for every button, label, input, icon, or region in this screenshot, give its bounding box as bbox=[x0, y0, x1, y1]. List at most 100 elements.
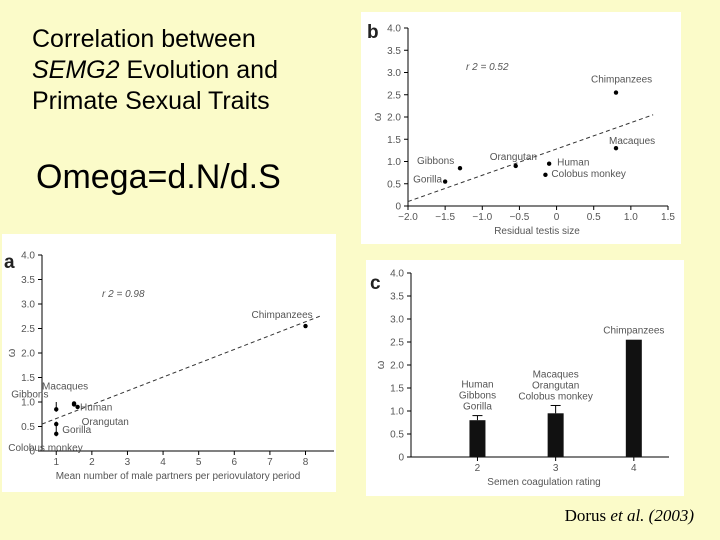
y-axis-label: ω bbox=[6, 348, 18, 357]
point-label: Gibbons bbox=[11, 389, 48, 400]
x-tick-label: 0 bbox=[554, 212, 560, 223]
y-tick-label: 1.5 bbox=[390, 384, 404, 395]
y-tick-label: 2.5 bbox=[21, 324, 35, 335]
y-tick-label: 4.0 bbox=[21, 251, 35, 262]
x-tick-label: 1 bbox=[53, 457, 59, 468]
y-tick-label: 2.0 bbox=[390, 361, 404, 372]
bar bbox=[625, 339, 642, 457]
title-line-2-rest: Evolution and bbox=[119, 56, 278, 84]
chart-b-svg: 0 0.5 1.0 1.5 2.0 2.5 3.0 3.5 4.0 ω −2.0 −1.5 −1.0 −0… bbox=[367, 22, 675, 237]
x-tick-label: 4 bbox=[160, 457, 166, 468]
y-tick-label: 2.0 bbox=[387, 113, 401, 124]
data-point bbox=[513, 163, 518, 169]
x-axis-label: Semen coagulation rating bbox=[487, 477, 600, 488]
x-tick-label: −2.0 bbox=[398, 212, 418, 223]
bar-label: Human bbox=[461, 380, 493, 391]
y-tick-label: 0.5 bbox=[387, 179, 401, 190]
y-tick-label: 1.0 bbox=[21, 398, 35, 409]
point-label: Colobus monkey bbox=[551, 169, 625, 180]
y-tick-label: 3.0 bbox=[387, 68, 401, 79]
x-tick-label: 2 bbox=[89, 457, 95, 468]
x-tick-label: 6 bbox=[232, 457, 238, 468]
point-label: Macaques bbox=[609, 136, 655, 147]
bar bbox=[469, 420, 486, 457]
chart-panel-b: 0 0.5 1.0 1.5 2.0 2.5 3.0 3.5 4.0 ω −2.0 −1.5 −1.0 −0… bbox=[361, 12, 681, 244]
trend-line bbox=[407, 114, 654, 203]
y-tick-label: 0.5 bbox=[390, 430, 404, 441]
y-tick-label: 3.5 bbox=[387, 46, 401, 57]
point-label: Chimpanzees bbox=[591, 75, 652, 86]
data-point bbox=[54, 421, 59, 427]
x-tick-label: 1.5 bbox=[661, 212, 675, 223]
chart-c-svg: 0 0.5 1.0 1.5 2.0 2.5 3.0 3.5 4.0 ω 2 HumanGibbonsG… bbox=[370, 269, 669, 488]
data-point bbox=[543, 172, 548, 178]
point-label: Human bbox=[80, 402, 112, 413]
point-label: Orangutan bbox=[82, 417, 129, 428]
point-label: Macaques bbox=[42, 381, 88, 392]
bar-label: Macaques bbox=[533, 369, 579, 380]
panel-letter: a bbox=[4, 252, 15, 273]
x-tick-label: 0.5 bbox=[587, 212, 601, 223]
y-tick-label: 4.0 bbox=[387, 24, 401, 35]
point-label: Orangutan bbox=[490, 152, 537, 163]
r-squared-label: r 2 = 0.98 bbox=[102, 289, 145, 300]
point-label: Gibbons bbox=[417, 156, 454, 167]
x-axis-label: Residual testis size bbox=[494, 226, 580, 237]
citation-author: Dorus bbox=[564, 506, 607, 525]
data-point bbox=[303, 323, 308, 329]
y-tick-label: 1.0 bbox=[387, 157, 401, 168]
point-label: Gorilla bbox=[413, 175, 442, 186]
x-tick-label: −1.5 bbox=[435, 212, 455, 223]
x-tick-label: −0.5 bbox=[510, 212, 530, 223]
x-tick-label: 7 bbox=[267, 457, 273, 468]
panel-letter: b bbox=[367, 22, 379, 43]
data-point bbox=[613, 90, 619, 95]
y-tick-label: 0 bbox=[395, 202, 401, 213]
point-label: Gorilla bbox=[62, 425, 91, 436]
chart-panel-c: 0 0.5 1.0 1.5 2.0 2.5 3.0 3.5 4.0 ω 2 Human Gibbons G… bbox=[366, 260, 684, 496]
y-tick-label: 1.5 bbox=[21, 373, 35, 384]
y-tick-label: 1.5 bbox=[387, 135, 401, 146]
data-point bbox=[75, 404, 80, 410]
omega-definition: Omega=d.N/d.S bbox=[36, 158, 281, 196]
x-tick-label: 1.0 bbox=[624, 212, 638, 223]
y-tick-label: 0 bbox=[398, 453, 404, 464]
data-point bbox=[54, 407, 59, 412]
bar bbox=[547, 413, 564, 457]
x-axis-label: Mean number of male partners per periovu… bbox=[56, 471, 301, 482]
r-squared-label: r 2 = 0.52 bbox=[466, 62, 509, 73]
x-tick-label: 8 bbox=[303, 457, 309, 468]
bar-label: Gorilla bbox=[463, 402, 492, 413]
title-gene-name: SEMG2 bbox=[32, 56, 120, 84]
data-point bbox=[54, 431, 59, 437]
x-tick-label: 2 bbox=[475, 463, 481, 474]
bar-label: Chimpanzees bbox=[603, 326, 664, 337]
y-tick-label: 4.0 bbox=[390, 269, 404, 280]
bar-label: Colobus monkey bbox=[518, 391, 592, 402]
y-axis-label: ω bbox=[375, 360, 387, 369]
bar-label: Orangutan bbox=[532, 380, 579, 391]
trend-line bbox=[41, 315, 320, 425]
y-tick-label: 3.5 bbox=[390, 292, 404, 303]
data-point bbox=[457, 165, 463, 171]
citation-etal: et al. bbox=[610, 506, 645, 525]
y-tick-label: 2.5 bbox=[387, 90, 401, 101]
data-point bbox=[442, 179, 448, 184]
point-label: Chimpanzees bbox=[252, 310, 313, 321]
x-tick-label: 4 bbox=[631, 463, 637, 474]
y-tick-label: 2.5 bbox=[390, 338, 404, 349]
y-tick-label: 2.0 bbox=[21, 349, 35, 360]
point-label: Colobus monkey bbox=[8, 443, 82, 454]
title-line-2: SEMG2 Evolution and bbox=[32, 55, 278, 86]
chart-panel-a: 0 0.5 1.0 1.5 2.0 2.5 3.0 3.5 4.0 ω 1 2 3 4 5 6 7 8 Mean n… bbox=[2, 234, 336, 492]
x-tick-label: 5 bbox=[196, 457, 202, 468]
y-tick-label: 0.5 bbox=[21, 422, 35, 433]
citation-year: (2003) bbox=[648, 506, 694, 525]
point-label: Human bbox=[557, 158, 589, 169]
data-point bbox=[613, 145, 619, 151]
data-point bbox=[71, 402, 77, 407]
y-axis-label: ω bbox=[372, 112, 384, 121]
y-tick-label: 3.0 bbox=[21, 300, 35, 311]
panel-letter: c bbox=[370, 273, 381, 294]
